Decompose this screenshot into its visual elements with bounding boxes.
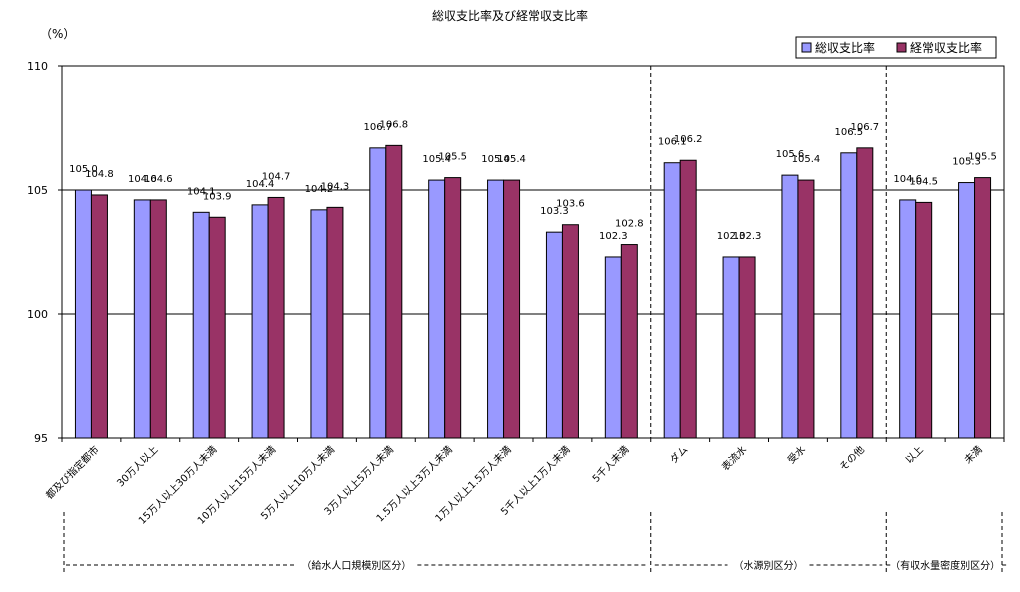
- x-tick-label: 受水: [785, 444, 808, 467]
- legend-box: [795, 36, 997, 59]
- bar-ordinary-ratio: [915, 201, 933, 439]
- bar-ordinary-ratio: [620, 244, 638, 439]
- data-label: 104.6: [893, 174, 922, 185]
- data-label: 104.1: [187, 186, 216, 197]
- bar-ordinary-ratio: [444, 177, 462, 439]
- data-label: 105.0: [69, 164, 98, 175]
- data-label: 104.5: [909, 176, 938, 187]
- bar-total-ratio: [428, 179, 446, 439]
- x-tick-label: 5千人未満: [590, 444, 631, 485]
- bar-ordinary-ratio: [738, 256, 756, 439]
- data-label: 104.2: [305, 184, 334, 195]
- data-label: 105.3: [952, 157, 981, 168]
- x-tick-label: その他: [837, 443, 867, 473]
- data-label: 102.3: [599, 231, 628, 242]
- data-label: 103.9: [203, 191, 232, 202]
- data-label: 105.4: [481, 154, 510, 165]
- data-label: 106.7: [363, 122, 392, 133]
- data-label: 106.8: [379, 119, 408, 130]
- bar-total-ratio: [192, 211, 210, 439]
- bar-total-ratio: [310, 209, 328, 439]
- data-label: 102.8: [615, 219, 644, 230]
- data-label: 106.7: [850, 122, 879, 133]
- data-label: 103.6: [556, 199, 585, 210]
- data-label: 106.1: [658, 137, 687, 148]
- bar-total-ratio: [604, 256, 622, 439]
- bar-ordinary-ratio: [679, 159, 697, 439]
- legend-label: 総収支比率: [815, 40, 875, 55]
- bar-total-ratio: [722, 256, 740, 439]
- bar-ordinary-ratio: [385, 144, 403, 439]
- bar-ordinary-ratio: [503, 179, 521, 439]
- group-label: （水源別区分）: [734, 559, 804, 572]
- y-axis-unit-label: （%）: [40, 27, 75, 41]
- bar-ordinary-ratio: [267, 196, 285, 439]
- bar-ordinary-ratio: [90, 194, 108, 439]
- bar-ordinary-ratio: [797, 179, 815, 439]
- chart-title: 総収支比率及び経常収支比率: [432, 8, 588, 23]
- bar-ordinary-ratio: [208, 216, 226, 439]
- x-tick-label: 30万人以上: [115, 444, 161, 490]
- x-tick-label: ダム: [667, 443, 690, 466]
- bar-ordinary-ratio: [974, 177, 992, 439]
- y-tick-label: 100: [27, 308, 48, 321]
- data-label: 106.2: [674, 134, 703, 145]
- legend-swatch: [896, 42, 907, 53]
- group-label: （給水人口規模別区分）: [301, 559, 411, 572]
- bar-total-ratio: [899, 199, 917, 439]
- data-label: 104.6: [144, 174, 173, 185]
- data-label: 104.3: [321, 181, 350, 192]
- data-label: 105.4: [497, 154, 526, 165]
- bar-total-ratio: [840, 152, 858, 439]
- y-tick-label: 110: [27, 60, 48, 73]
- legend-swatch: [801, 42, 812, 53]
- data-label: 105.6: [776, 149, 805, 160]
- x-tick-label: 都及び指定都市: [43, 443, 102, 502]
- x-tick-label: 未満: [962, 444, 985, 467]
- data-label: 104.4: [246, 179, 275, 190]
- bar-total-ratio: [958, 182, 976, 439]
- data-label: 102.3: [717, 231, 746, 242]
- x-tick-label: 表流水: [719, 443, 749, 473]
- bar-total-ratio: [487, 179, 505, 439]
- bar-ordinary-ratio: [856, 147, 874, 439]
- data-label: 104.8: [85, 169, 114, 180]
- data-label: 105.5: [968, 152, 997, 163]
- bar-total-ratio: [781, 174, 799, 439]
- group-label: （有収水量密度別区分）: [890, 559, 1000, 572]
- data-label: 104.7: [262, 171, 291, 182]
- legend-label: 経常収支比率: [910, 40, 982, 55]
- data-label: 103.3: [540, 206, 569, 217]
- bar-total-ratio: [545, 231, 563, 439]
- bar-ordinary-ratio: [561, 224, 579, 439]
- y-tick-label: 95: [34, 432, 48, 445]
- data-label: 105.4: [792, 154, 821, 165]
- data-label: 105.5: [438, 152, 467, 163]
- bar-total-ratio: [251, 204, 269, 439]
- bar-ordinary-ratio: [149, 199, 167, 439]
- data-label: 106.5: [834, 127, 863, 138]
- x-tick-label: 以上: [903, 444, 926, 467]
- bar-total-ratio: [663, 162, 681, 439]
- y-tick-label: 105: [27, 184, 48, 197]
- data-label: 105.4: [422, 154, 451, 165]
- data-label: 104.6: [128, 174, 157, 185]
- bar-ordinary-ratio: [326, 206, 344, 439]
- data-label: 102.3: [733, 231, 762, 242]
- bar-total-ratio: [133, 199, 151, 439]
- bar-total-ratio: [74, 189, 92, 439]
- bar-total-ratio: [369, 147, 387, 439]
